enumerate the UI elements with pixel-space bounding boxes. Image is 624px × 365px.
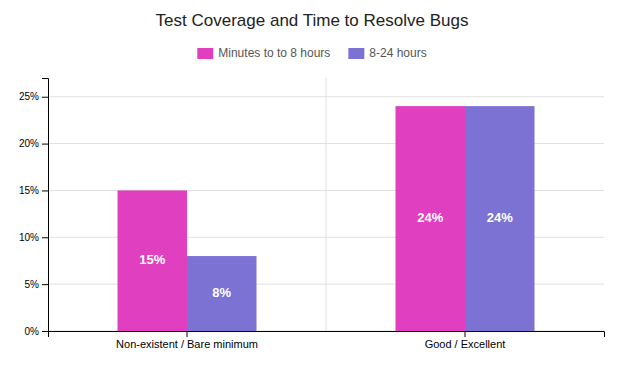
y-tick-mark [42, 190, 48, 191]
x-axis-line [49, 332, 605, 338]
data-label: 15% [139, 252, 165, 267]
y-tick: 0% [25, 326, 48, 337]
legend-item: Minutes to to 8 hours [197, 46, 330, 60]
group-divider [326, 78, 327, 331]
y-axis: 0% 5% 10% 15% 20% 25% [19, 79, 49, 337]
y-tick-label: 20% [19, 138, 39, 149]
y-tick: 5% [25, 279, 48, 290]
y-tick-label: 15% [19, 185, 39, 196]
y-tick-label: 5% [25, 279, 40, 290]
legend-item: 8-24 hours [348, 46, 426, 60]
y-tick: 10% [19, 232, 48, 243]
data-label: 24% [417, 210, 443, 225]
legend-label: 8-24 hours [369, 46, 426, 60]
x-tick: Non-existent / Bare minimum [116, 331, 258, 350]
x-tick-label: Good / Excellent [425, 338, 506, 350]
bar [118, 190, 188, 331]
y-tick-mark [42, 284, 48, 285]
data-label: 8% [212, 285, 231, 300]
legend-label: Minutes to to 8 hours [218, 46, 330, 60]
y-tick: 20% [19, 138, 48, 149]
x-tick-mark [465, 331, 466, 337]
y-tick-label: 0% [25, 326, 40, 337]
bar [396, 106, 466, 331]
y-tick: 25% [19, 91, 48, 102]
y-tick-mark [42, 97, 48, 98]
legend: Minutes to to 8 hours 8-24 hours [197, 46, 426, 60]
legend-swatch [197, 48, 213, 59]
x-tick-mark [187, 331, 188, 337]
x-tick: Good / Excellent [425, 331, 506, 350]
y-tick-mark [42, 144, 48, 145]
y-tick: 15% [19, 185, 48, 196]
y-tick-mark [42, 331, 48, 332]
legend-swatch [348, 48, 364, 59]
y-axis-line [42, 79, 49, 332]
plot: 15% 24% 8% 24% 0% 5% 10% 15% 20% 25% Non-existent … [19, 78, 605, 350]
x-tick-label: Non-existent / Bare minimum [116, 338, 258, 350]
data-label: 24% [487, 210, 513, 225]
y-tick-label: 10% [19, 232, 39, 243]
y-tick-mark [42, 237, 48, 238]
x-axis: Non-existent / Bare minimum Good / Excell… [49, 331, 605, 350]
bar [465, 106, 535, 331]
bar [187, 256, 257, 331]
chart: Test Coverage and Time to Resolve Bugs 15… [0, 0, 624, 365]
y-tick-label: 25% [19, 91, 39, 102]
title: Test Coverage and Time to Resolve Bugs [156, 11, 469, 30]
data-labels: 15% 24% 8% 24% [139, 210, 513, 300]
bars [118, 106, 535, 331]
